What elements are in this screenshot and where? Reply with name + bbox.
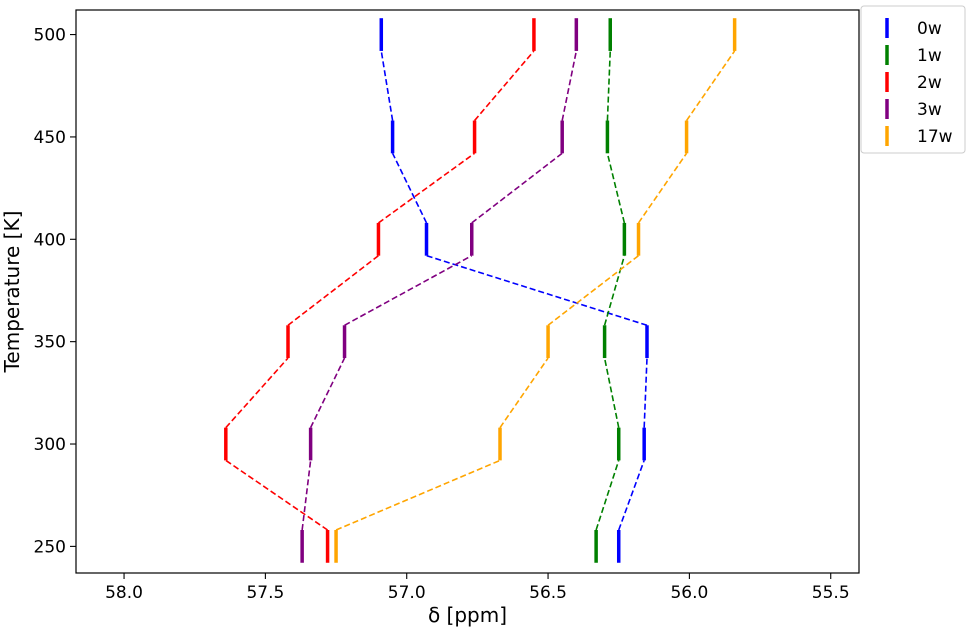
x-tick-label: 57.5 <box>246 583 284 603</box>
series-17w <box>334 18 737 563</box>
legend-item-0w: 0w <box>885 18 942 39</box>
connector-line <box>287 255 379 326</box>
legend-label: 3w <box>917 100 942 120</box>
connector-line <box>344 254 473 326</box>
connector-line <box>335 459 501 531</box>
connector-line <box>603 255 626 326</box>
series-0w <box>379 18 649 563</box>
series-3w <box>300 18 579 563</box>
connector-line <box>595 460 620 531</box>
y-axis-ticks: 250 300 350 400 450 500 <box>34 26 76 557</box>
legend-label: 17w <box>917 127 953 147</box>
legend-label: 2w <box>917 73 942 93</box>
y-tick-label: 250 <box>34 537 66 557</box>
y-tick-label: 400 <box>34 230 66 250</box>
connector-line <box>606 50 612 121</box>
connector-line <box>499 357 549 429</box>
connector-line <box>377 152 476 224</box>
connector-line <box>603 357 620 428</box>
x-tick-label: 55.5 <box>812 583 850 603</box>
connector-line <box>391 152 428 224</box>
connector-line <box>426 254 648 327</box>
series-2w <box>224 18 536 563</box>
connector-line <box>301 460 312 531</box>
x-tick-label: 57.0 <box>388 583 426 603</box>
connector-line <box>643 358 648 428</box>
connector-line <box>380 50 394 121</box>
x-tick-label: 56.5 <box>529 583 567 603</box>
connector-line <box>225 459 329 531</box>
connector-line <box>471 152 563 224</box>
legend-item-3w: 3w <box>885 99 942 120</box>
connector-line <box>685 50 736 122</box>
series-1w <box>594 18 627 563</box>
x-tick-label: 56.0 <box>670 583 708 603</box>
x-tick-label: 58.0 <box>105 583 143 603</box>
legend-items: 0w 1w 2w 3w 17w <box>885 18 953 147</box>
legend-label: 1w <box>917 46 942 66</box>
legend-label: 0w <box>917 19 942 39</box>
y-tick-label: 450 <box>34 128 66 148</box>
connector-line <box>547 255 640 326</box>
legend: 0w 1w 2w 3w 17w <box>860 5 966 154</box>
connector-line <box>637 152 688 224</box>
x-axis-label: δ [ppm] <box>428 603 507 627</box>
series-layer <box>224 18 737 563</box>
y-axis-label: Temperature [K] <box>0 211 24 374</box>
legend-item-1w: 1w <box>885 45 942 66</box>
y-tick-label: 300 <box>34 435 66 455</box>
connector-line <box>617 460 645 531</box>
plot-frame <box>75 9 860 574</box>
connector-line <box>225 357 289 429</box>
connector-line <box>473 50 535 122</box>
legend-item-17w: 17w <box>885 126 953 147</box>
connector-line <box>561 50 578 121</box>
legend-item-2w: 2w <box>885 72 942 93</box>
y-tick-label: 350 <box>34 333 66 353</box>
connector-line <box>309 357 346 428</box>
y-tick-label: 500 <box>34 26 66 46</box>
x-axis-ticks: 58.0 57.5 57.0 56.5 56.0 55.5 <box>105 573 850 603</box>
connector-line <box>606 153 626 224</box>
